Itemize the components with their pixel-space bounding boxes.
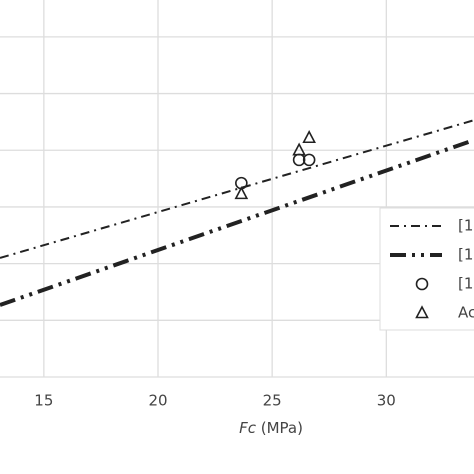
line xyxy=(0,138,474,307)
legend: [1 [1 [1 Ac xyxy=(379,207,474,331)
legend-label: [1 xyxy=(458,246,473,264)
marker-triangle xyxy=(415,305,429,319)
x-tick-label: 30 xyxy=(377,392,396,410)
x-tick-label: 20 xyxy=(148,392,167,410)
legend-label: [1 xyxy=(458,217,473,235)
marker-circle xyxy=(415,277,429,291)
marker-triangle xyxy=(292,142,306,156)
legend-label: [1 xyxy=(458,275,473,293)
marker-triangle xyxy=(234,186,249,200)
legend-box xyxy=(379,207,474,331)
x-axis-label: Fc (MPa) xyxy=(239,419,303,437)
legend-label: Ac xyxy=(458,304,474,322)
x-tick-label: 25 xyxy=(263,392,282,410)
x-axis-unit: (MPa) xyxy=(261,419,303,437)
marker-triangle xyxy=(302,130,316,144)
x-tick-label: 15 xyxy=(34,392,53,410)
line xyxy=(0,119,474,259)
x-axis-variable: Fc xyxy=(239,419,257,437)
marker-circle xyxy=(302,153,316,167)
